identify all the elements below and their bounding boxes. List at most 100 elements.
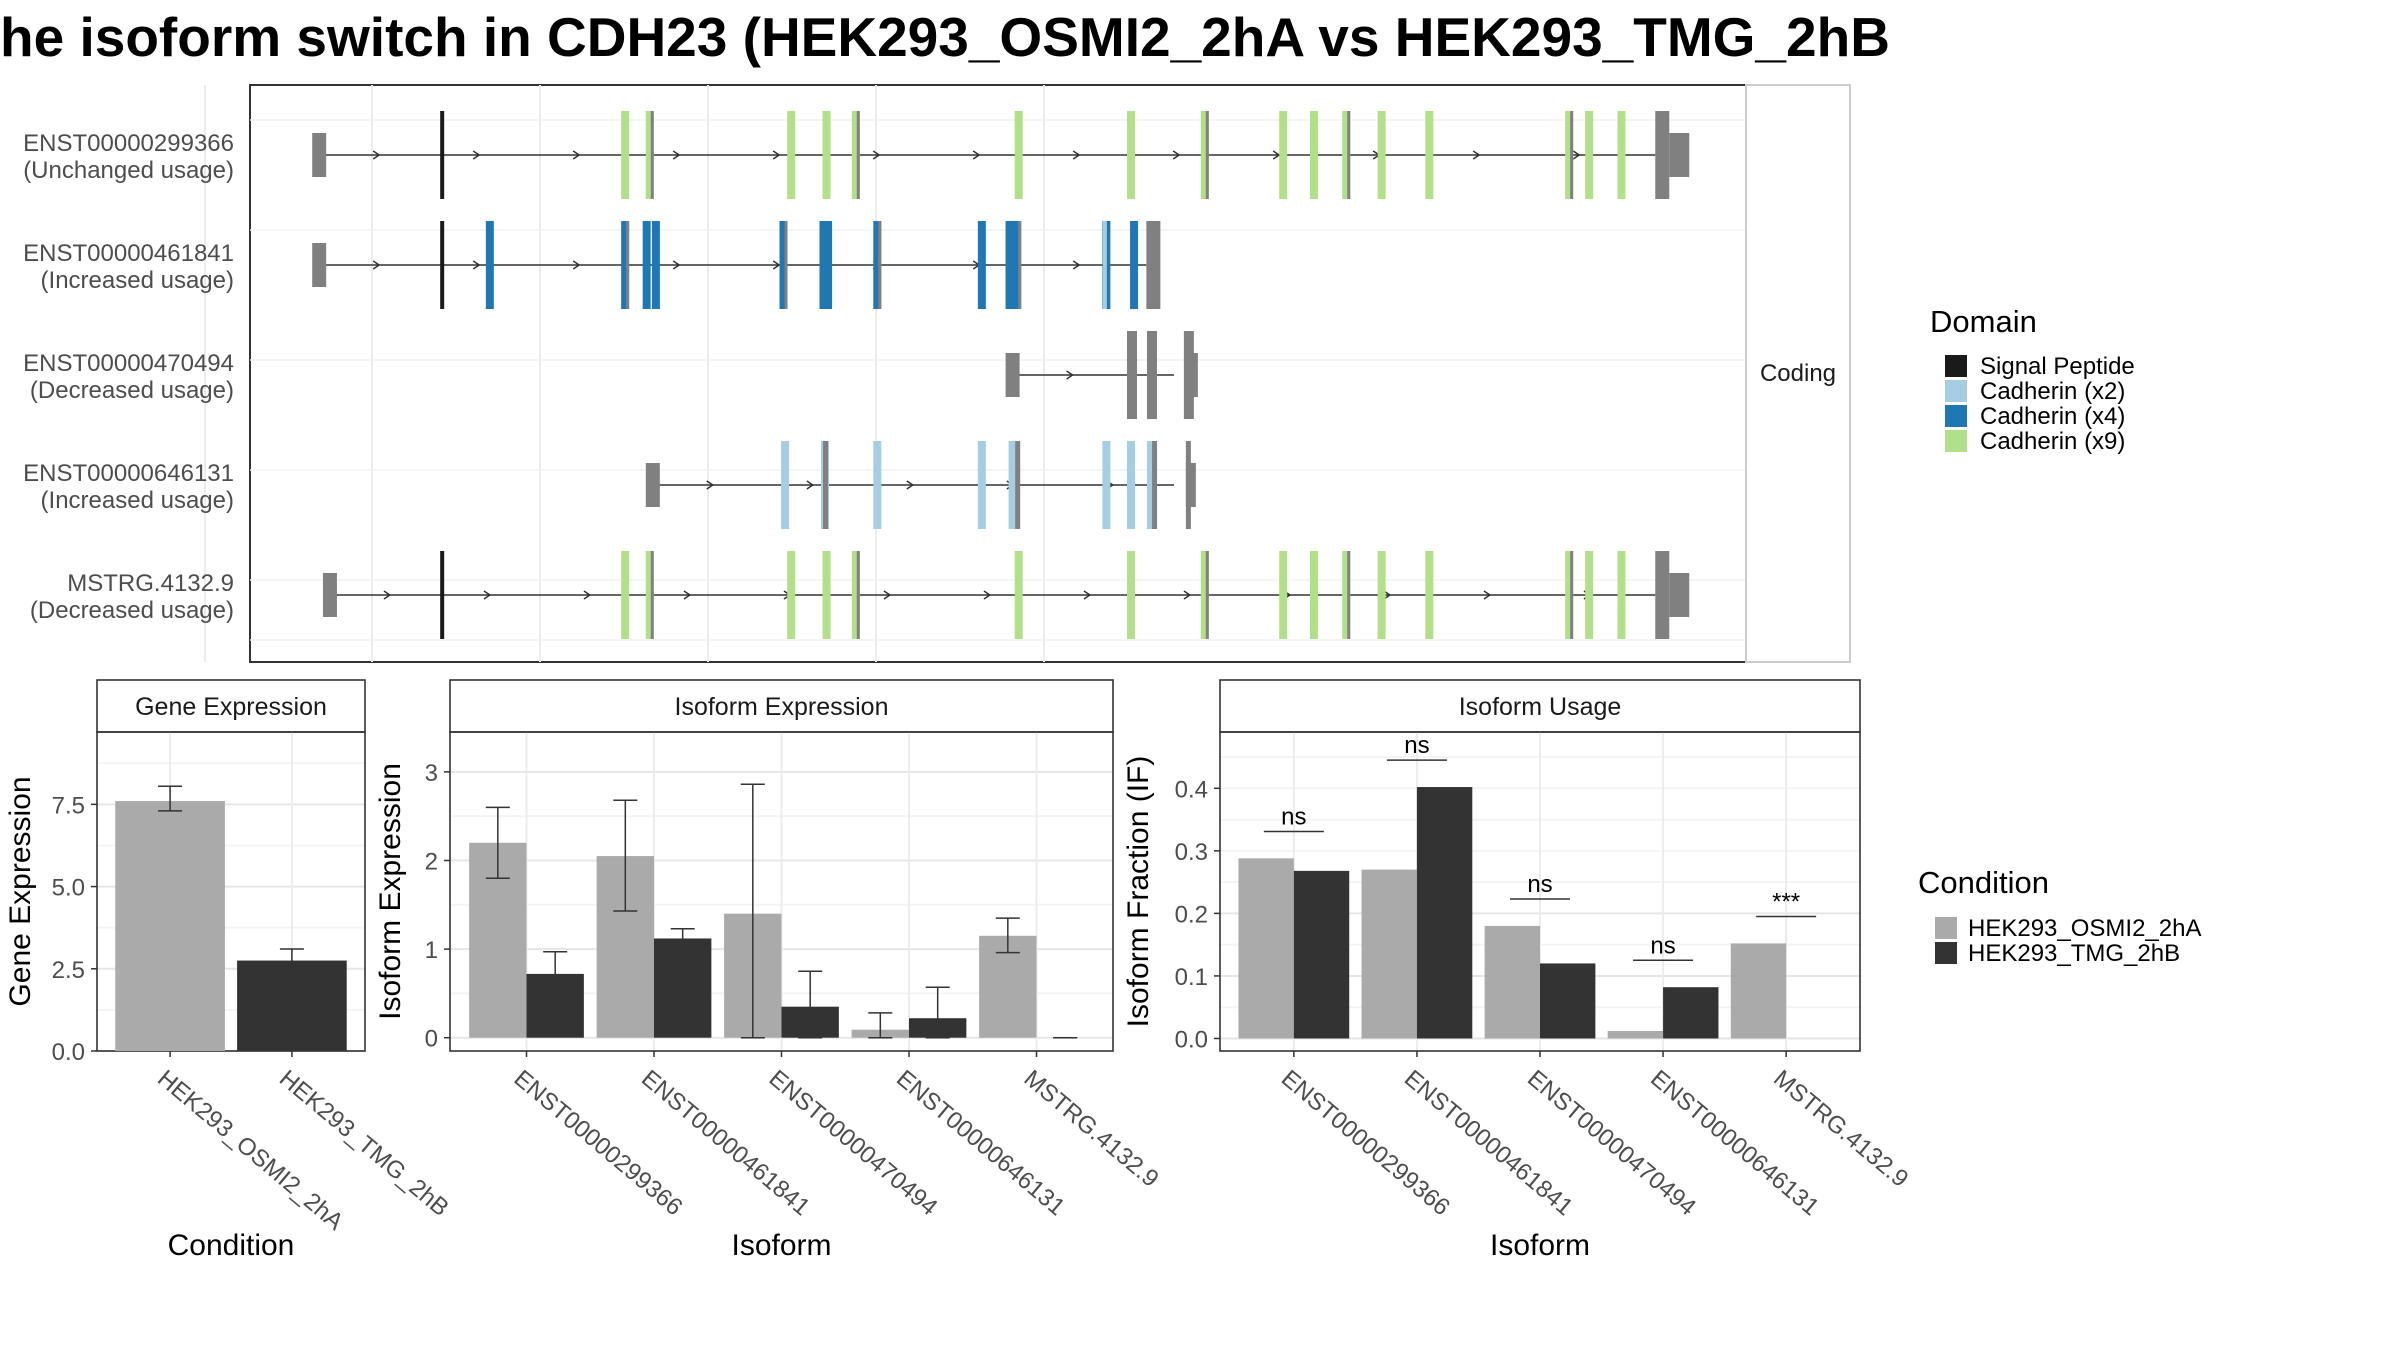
domain-exon — [1279, 551, 1288, 639]
signal-peptide-exon — [440, 111, 445, 199]
bar — [1238, 858, 1294, 1039]
condition-label: HEK293_TMG_2hB — [1968, 940, 2180, 967]
strand-arrow — [483, 590, 492, 600]
domain-exon — [822, 551, 831, 639]
domain-exon — [485, 221, 494, 309]
y-tick-label: 0.0 — [52, 1039, 85, 1066]
domain-exon — [642, 221, 651, 309]
domain-exon — [645, 111, 654, 199]
significance-label: ns — [1281, 803, 1306, 830]
x-axis-label: Condition — [168, 1229, 295, 1262]
panel-strip — [1219, 679, 1861, 733]
domain-exon — [1013, 221, 1022, 309]
strand-arrow — [1083, 590, 1092, 600]
domain-exon — [1130, 221, 1139, 309]
coding-exon — [1015, 441, 1021, 529]
transcript-usage: (Unchanged usage) — [23, 157, 234, 184]
strand-arrow — [883, 590, 892, 600]
domain-exon — [787, 111, 796, 199]
strand-arrow — [772, 260, 781, 270]
bar — [1663, 987, 1719, 1039]
y-tick-label: 0.3 — [1175, 839, 1208, 866]
x-tick-label: MSTRG.4132.9 — [1019, 1065, 1164, 1193]
transcript-name: ENST00000470494 — [23, 350, 234, 377]
domain-exon — [1014, 111, 1023, 199]
utr-exon — [645, 463, 660, 507]
transcript-usage: (Decreased usage) — [30, 597, 234, 624]
facet-strip — [1745, 84, 1851, 663]
bar — [237, 960, 347, 1051]
coding-exon — [878, 221, 882, 309]
utr-end-exon — [1185, 463, 1196, 507]
coding-exon — [823, 441, 829, 529]
domain-exon — [1425, 111, 1434, 199]
coding-exon — [1205, 111, 1209, 199]
strand-arrow — [583, 590, 592, 600]
coding-exon — [1347, 551, 1351, 639]
bar — [1540, 963, 1596, 1039]
coding-exon — [1146, 331, 1157, 419]
legend-key-1 — [1945, 355, 1967, 377]
domain-exon — [779, 221, 788, 309]
strand-arrow — [1066, 370, 1074, 380]
domain-exon — [787, 551, 796, 639]
transcript-structure-panel: ENST00000299366(Unchanged usage) ENST0000… — [23, 84, 1851, 663]
strand-arrow — [672, 260, 681, 270]
domain-exon — [977, 441, 986, 529]
transcript-track — [645, 441, 1196, 529]
domain-exon — [1377, 551, 1386, 639]
domain-exon — [1585, 551, 1594, 639]
bar — [1416, 787, 1473, 1039]
y-tick-label: 0.4 — [1175, 776, 1208, 803]
strand-arrow — [472, 260, 481, 270]
strand-arrow — [672, 150, 681, 160]
domain-exon — [1377, 111, 1386, 199]
structure-gridlines — [204, 85, 1746, 662]
domain-exon — [873, 221, 882, 309]
significance-label: ns — [1650, 932, 1675, 959]
bar — [1361, 869, 1417, 1039]
panel-title: Isoform Usage — [1459, 693, 1622, 721]
domain-exon — [781, 441, 790, 529]
strand-arrow — [1072, 260, 1081, 270]
panel-strip — [449, 679, 1114, 733]
significance-label: ns — [1404, 732, 1429, 759]
isoform-usage-panel: Isoform Usage 0.0 0.1 0.2 0.3 0.4 Isoform Frac… — [1122, 679, 1913, 1262]
domain-exon — [1585, 111, 1594, 199]
transcript-name: ENST00000461841 — [23, 240, 234, 267]
transcript-labels: ENST00000299366(Unchanged usage) ENST0000… — [23, 130, 234, 624]
transcript-usage: (Decreased usage) — [30, 377, 234, 404]
strand-arrow — [906, 480, 915, 490]
strand-arrow — [572, 260, 581, 270]
bar — [654, 938, 712, 1038]
domain-exon — [1425, 551, 1434, 639]
strand-arrow — [1383, 590, 1392, 600]
domain-exon — [851, 551, 860, 639]
domain-exon — [1617, 111, 1626, 199]
panel-title: Gene Expression — [135, 693, 327, 721]
strand-arrow — [772, 150, 781, 160]
bar — [1730, 943, 1787, 1039]
bar — [1484, 925, 1540, 1039]
domain-exon — [1279, 111, 1288, 199]
coding-exon — [650, 551, 654, 639]
utr-exon — [312, 133, 327, 177]
legend-label: Signal Peptide — [1980, 353, 2135, 380]
strand-arrow — [1272, 150, 1281, 160]
domain-exon — [1565, 551, 1574, 639]
legend-label: Cadherin (x4) — [1980, 403, 2125, 430]
coding-exon — [1570, 111, 1574, 199]
y-tick-label: 7.5 — [52, 792, 85, 819]
strand-arrow — [1572, 150, 1581, 160]
bar — [115, 801, 225, 1051]
domain-exon — [1200, 111, 1209, 199]
y-tick-label: 2.5 — [52, 957, 85, 984]
strand-arrow — [683, 590, 692, 600]
domain-exon — [621, 221, 630, 309]
facet-label: Coding — [1760, 360, 1836, 387]
domain-legend-title: Domain — [1930, 304, 2037, 339]
isoform-expression-panel: Isoform Expression 0 1 2 3 Isoform Expression… — [374, 679, 1164, 1262]
domain-exon — [1146, 441, 1155, 529]
